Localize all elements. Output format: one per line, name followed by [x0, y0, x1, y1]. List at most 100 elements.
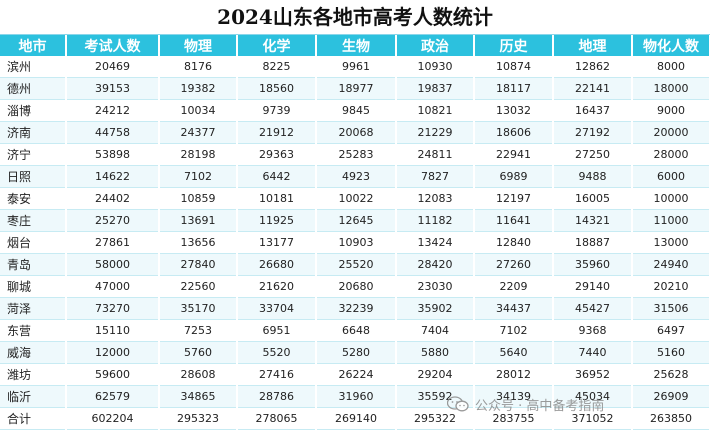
value-cell: 35902 [396, 297, 475, 320]
value-cell: 6442 [237, 165, 317, 188]
column-header: 地市 [0, 35, 67, 56]
value-cell: 45034 [553, 385, 633, 408]
value-cell: 7440 [553, 341, 633, 364]
column-header: 物理 [159, 35, 238, 56]
table-row: 济宁 53898 28198 29363 25283 24811 22941 27250 280… [0, 143, 710, 166]
city-cell: 潍坊 [0, 363, 67, 386]
value-cell: 6000 [632, 165, 710, 188]
value-cell: 9961 [316, 56, 397, 78]
value-cell: 18000 [632, 77, 710, 100]
value-cell: 24402 [66, 187, 160, 210]
value-cell: 13032 [474, 99, 554, 122]
value-cell: 26224 [316, 363, 397, 386]
value-cell: 5880 [396, 341, 475, 364]
value-cell: 9488 [553, 165, 633, 188]
value-cell: 6497 [632, 319, 710, 342]
value-cell: 371052 [553, 407, 633, 430]
value-cell: 27192 [553, 121, 633, 144]
value-cell: 295322 [396, 407, 475, 430]
value-cell: 58000 [66, 253, 160, 276]
value-cell: 10930 [396, 56, 475, 78]
value-cell: 8000 [632, 56, 710, 78]
value-cell: 13424 [396, 231, 475, 254]
value-cell: 35592 [396, 385, 475, 408]
value-cell: 7102 [474, 319, 554, 342]
value-cell: 20000 [632, 121, 710, 144]
value-cell: 12083 [396, 187, 475, 210]
value-cell: 11000 [632, 209, 710, 232]
value-cell: 35170 [159, 297, 238, 320]
value-cell: 27416 [237, 363, 317, 386]
value-cell: 24212 [66, 99, 160, 122]
table-row: 威海 12000 5760 5520 5280 5880 5640 7440 5160 [0, 341, 710, 364]
value-cell: 26680 [237, 253, 317, 276]
value-cell: 6989 [474, 165, 554, 188]
value-cell: 11182 [396, 209, 475, 232]
value-cell: 29204 [396, 363, 475, 386]
value-cell: 62579 [66, 385, 160, 408]
value-cell: 27260 [474, 253, 554, 276]
column-header: 历史 [474, 35, 554, 56]
value-cell: 6951 [237, 319, 317, 342]
value-cell: 5160 [632, 341, 710, 364]
value-cell: 25270 [66, 209, 160, 232]
value-cell: 10859 [159, 187, 238, 210]
value-cell: 18560 [237, 77, 317, 100]
value-cell: 12840 [474, 231, 554, 254]
value-cell: 12645 [316, 209, 397, 232]
value-cell: 11925 [237, 209, 317, 232]
value-cell: 44758 [66, 121, 160, 144]
value-cell: 13691 [159, 209, 238, 232]
value-cell: 32239 [316, 297, 397, 320]
table-row: 济南 44758 24377 21912 20068 21229 18606 27192 200… [0, 121, 710, 144]
value-cell: 13000 [632, 231, 710, 254]
city-cell: 青岛 [0, 253, 67, 276]
value-cell: 24377 [159, 121, 238, 144]
value-cell: 26909 [632, 385, 710, 408]
value-cell: 16437 [553, 99, 633, 122]
value-cell: 295323 [159, 407, 238, 430]
value-cell: 27250 [553, 143, 633, 166]
value-cell: 9368 [553, 319, 633, 342]
table-row: 枣庄 25270 13691 11925 12645 11182 11641 14321 110… [0, 209, 710, 232]
value-cell: 6648 [316, 319, 397, 342]
value-cell: 20680 [316, 275, 397, 298]
value-cell: 263850 [632, 407, 710, 430]
value-cell: 28420 [396, 253, 475, 276]
page-title: 2024山东各地市高考人数统计 [0, 0, 710, 35]
value-cell: 10874 [474, 56, 554, 78]
value-cell: 25520 [316, 253, 397, 276]
value-cell: 28608 [159, 363, 238, 386]
column-header: 地理 [553, 35, 633, 56]
value-cell: 14622 [66, 165, 160, 188]
value-cell: 24940 [632, 253, 710, 276]
value-cell: 21229 [396, 121, 475, 144]
value-cell: 10034 [159, 99, 238, 122]
table-row: 临沂 62579 34865 28786 31960 35592 34139 45034 269… [0, 385, 710, 408]
value-cell: 5520 [237, 341, 317, 364]
value-cell: 22941 [474, 143, 554, 166]
value-cell: 28786 [237, 385, 317, 408]
value-cell: 10022 [316, 187, 397, 210]
value-cell: 12862 [553, 56, 633, 78]
value-cell: 18117 [474, 77, 554, 100]
value-cell: 7827 [396, 165, 475, 188]
city-cell: 聊城 [0, 275, 67, 298]
total-row: 合计 602204 295323 278065 269140 295322 283755 37… [0, 407, 710, 430]
value-cell: 20210 [632, 275, 710, 298]
value-cell: 7404 [396, 319, 475, 342]
value-cell: 28012 [474, 363, 554, 386]
city-cell: 临沂 [0, 385, 67, 408]
value-cell: 278065 [237, 407, 317, 430]
column-header: 化学 [237, 35, 317, 56]
value-cell: 21912 [237, 121, 317, 144]
value-cell: 20469 [66, 56, 160, 78]
value-cell: 53898 [66, 143, 160, 166]
city-cell: 东营 [0, 319, 67, 342]
column-header: 考试人数 [66, 35, 160, 56]
city-cell: 威海 [0, 341, 67, 364]
value-cell: 29140 [553, 275, 633, 298]
city-cell: 滨州 [0, 56, 67, 78]
value-cell: 27840 [159, 253, 238, 276]
value-cell: 9739 [237, 99, 317, 122]
